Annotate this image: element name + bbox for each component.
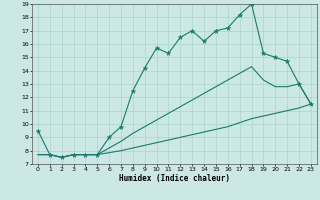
X-axis label: Humidex (Indice chaleur): Humidex (Indice chaleur) [119, 174, 230, 183]
